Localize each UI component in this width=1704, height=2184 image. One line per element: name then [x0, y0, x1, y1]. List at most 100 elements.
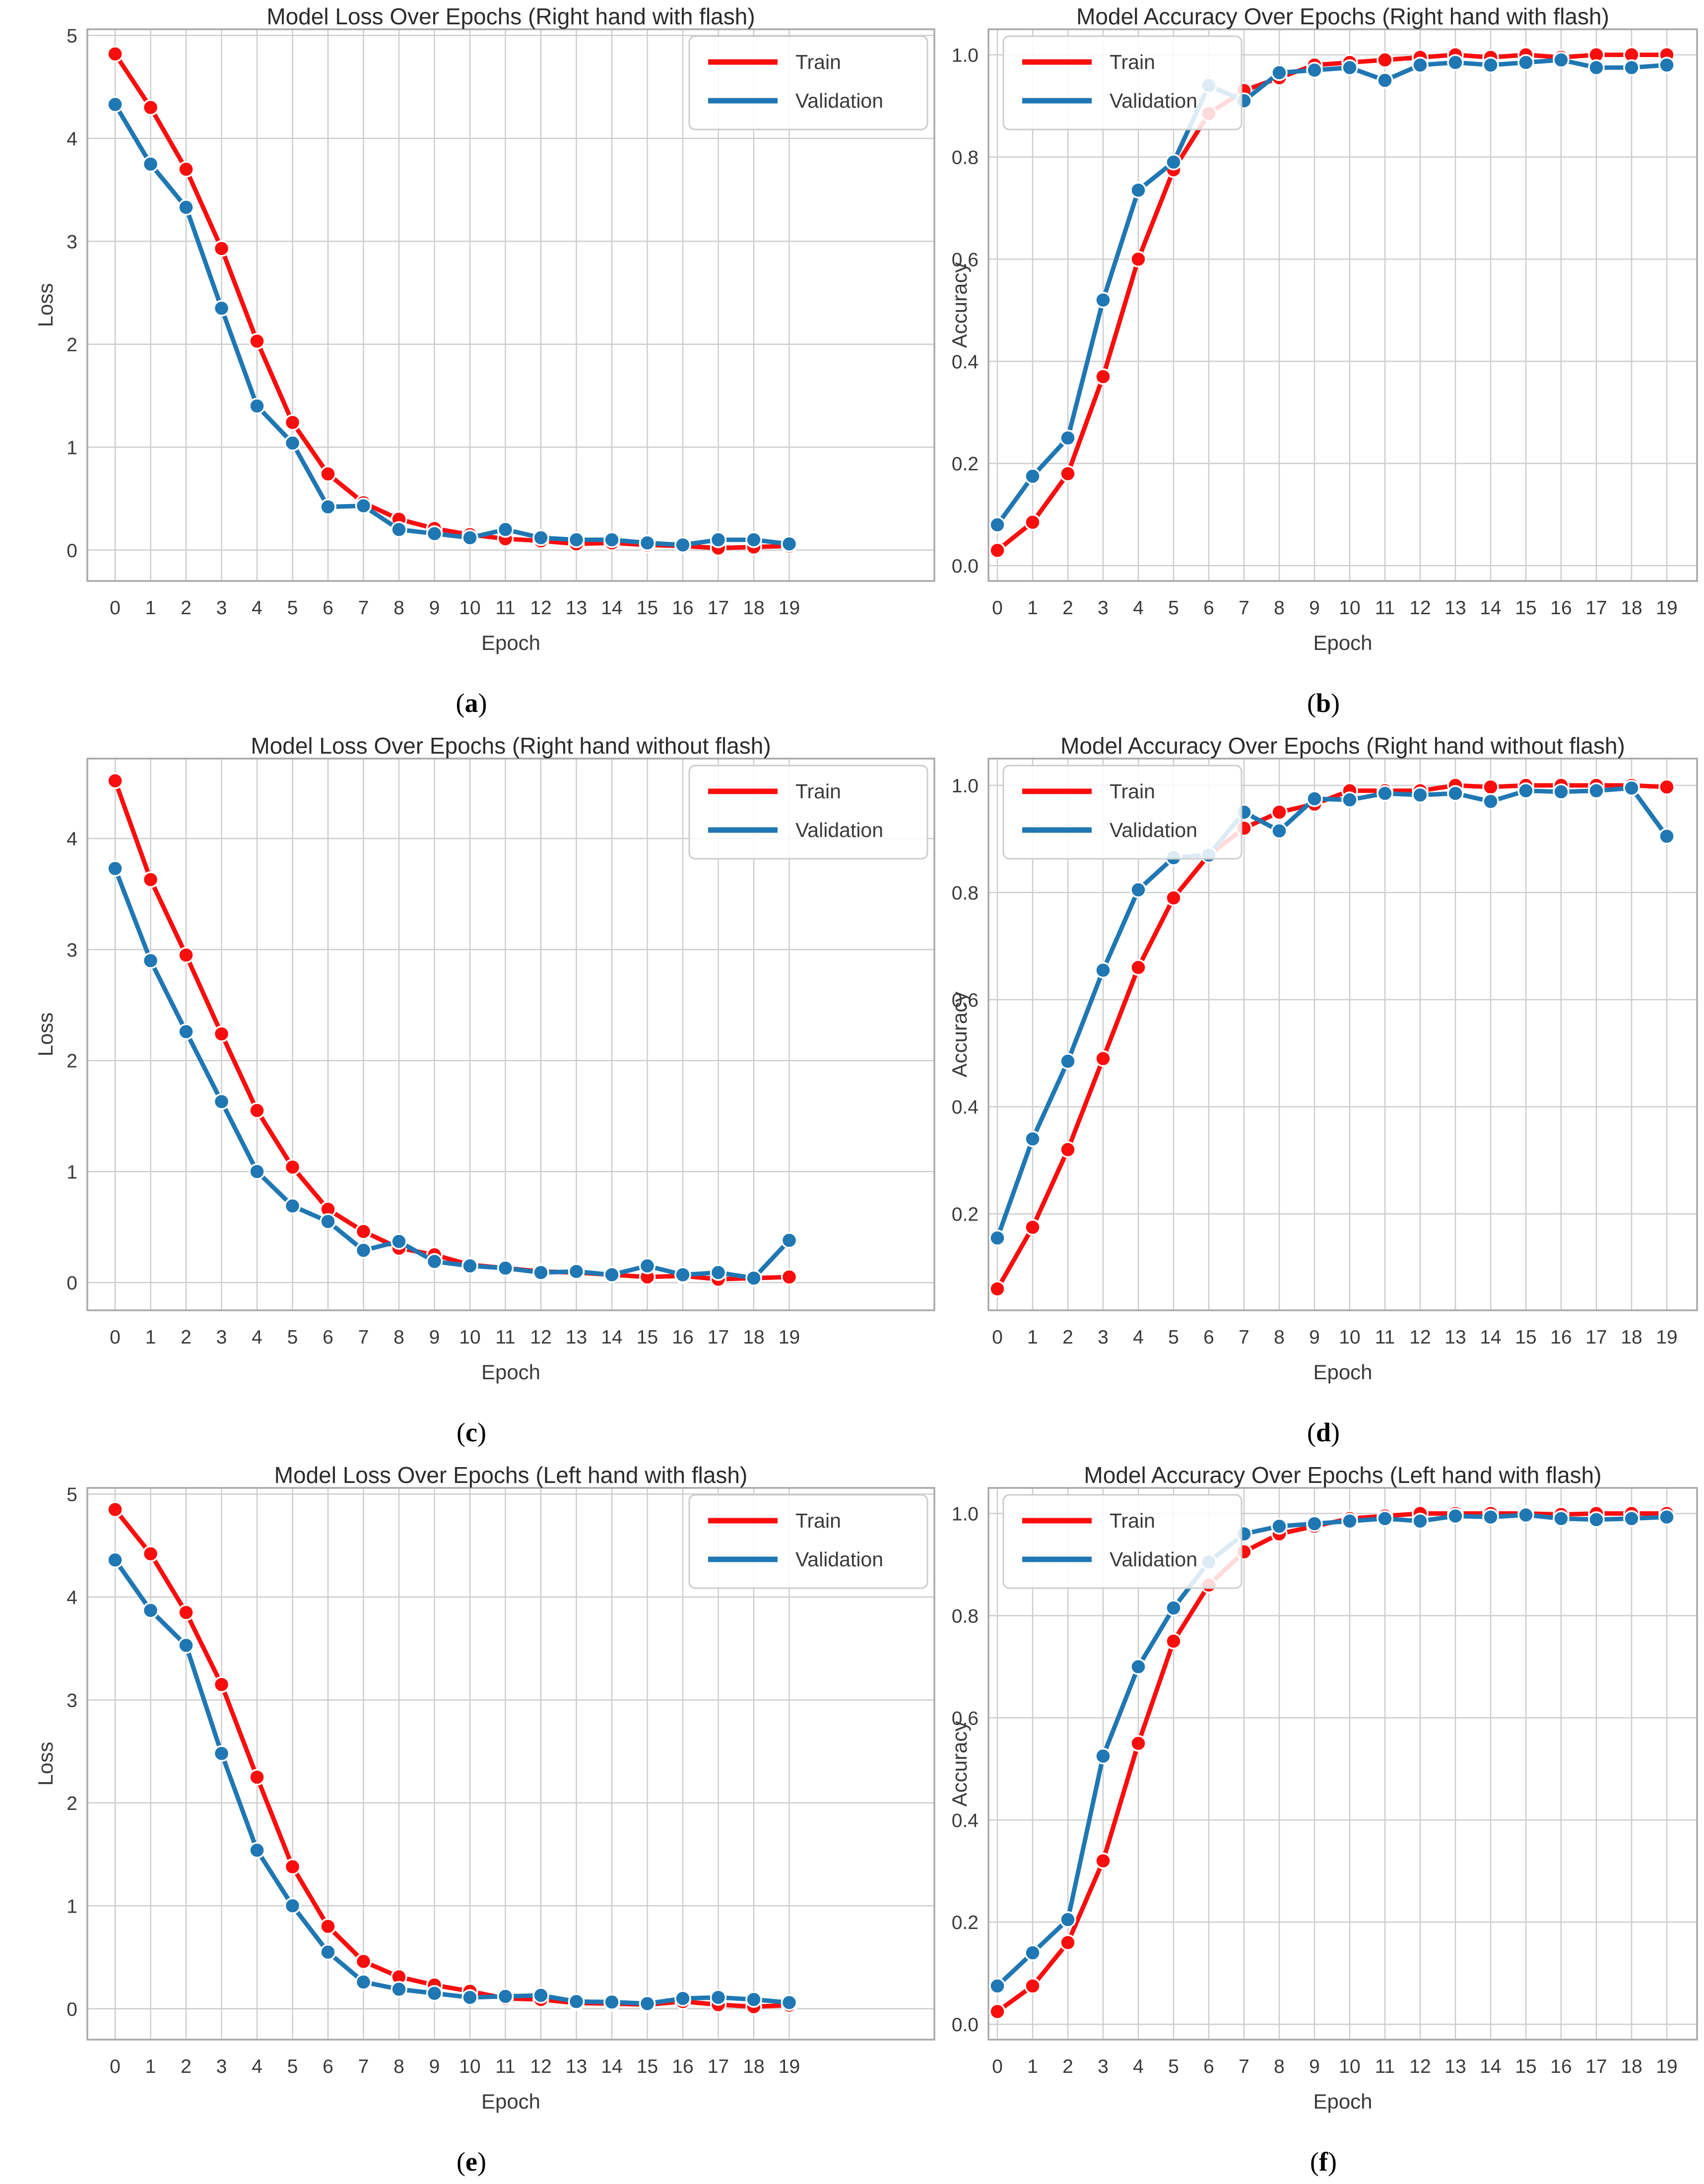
- validation-line: [113, 1557, 791, 2006]
- caption-letter: b: [1315, 688, 1331, 718]
- validation-marker: [532, 529, 549, 546]
- validation-marker: [710, 1264, 727, 1281]
- x-tick-label: 9: [429, 2056, 440, 2077]
- x-tick-label: 13: [566, 2056, 587, 2077]
- validation-marker: [781, 535, 798, 553]
- validation-marker: [284, 435, 301, 451]
- y-tick-label: 4: [66, 829, 77, 850]
- train-marker: [1059, 1141, 1076, 1158]
- train-marker: [1130, 1735, 1147, 1752]
- validation-line: [113, 102, 791, 547]
- x-tick-label: 16: [672, 1327, 693, 1348]
- validation-marker: [1271, 64, 1288, 81]
- x-tick-label: 0: [110, 597, 121, 619]
- y-tick-label: 0.8: [952, 147, 979, 168]
- train-marker: [355, 1223, 372, 1240]
- validation-marker: [142, 952, 159, 969]
- validation-marker: [355, 1242, 372, 1259]
- x-tick-label: 14: [1480, 2056, 1501, 2077]
- validation-marker: [249, 397, 265, 415]
- y-tick-label: 2: [66, 334, 77, 356]
- y-tick-label: 3: [66, 231, 77, 253]
- x-tick-label: 1: [1027, 2056, 1038, 2077]
- x-tick-label: 7: [358, 2056, 369, 2077]
- subplot-a: 0 1 2 3 4 5 6 7 8 9 10 11 12 13 14 15 16 17 18 19 0 1 2 3 4 5 Trai…: [0, 0, 943, 725]
- validation-marker: [1095, 291, 1112, 309]
- validation-marker: [107, 860, 124, 877]
- x-tick-label: 17: [1585, 1327, 1607, 1348]
- y-tick-label: 0: [66, 1273, 77, 1294]
- train-marker: [1095, 1050, 1112, 1067]
- validation-marker: [710, 531, 727, 548]
- x-tick-label: 5: [1168, 2056, 1179, 2077]
- subplot-f: 0 1 2 3 4 5 6 7 8 9 10 11 12 13 14 15 16 17 18 19 0.0 0.2 0.4 0…: [943, 1459, 1704, 2184]
- x-tick-label: 11: [1375, 597, 1395, 619]
- y-tick-label: 1.0: [952, 1503, 979, 1525]
- validation-marker: [1658, 1508, 1675, 1526]
- axes-box: [987, 28, 1698, 582]
- train-marker: [284, 1158, 301, 1176]
- y-tick-label: 4: [66, 1587, 77, 1608]
- x-tick-label: 13: [1444, 1327, 1466, 1348]
- x-axis-label: Epoch: [481, 2090, 541, 2113]
- subplot-c: 0 1 2 3 4 5 6 7 8 9 10 11 12 13 14 15 16 17 18 19 0 1 2 3 4 Train…: [0, 729, 943, 1455]
- validation-marker: [1059, 429, 1076, 447]
- caption-paren: (: [457, 1417, 466, 1447]
- y-tick-label: 3: [66, 940, 77, 961]
- validation-marker: [1588, 782, 1605, 799]
- validation-marker: [1517, 1506, 1534, 1524]
- train-marker: [1059, 465, 1076, 482]
- x-tick-label: 18: [743, 2056, 764, 2077]
- x-tick-label: 16: [1550, 597, 1572, 619]
- x-tick-label: 0: [110, 1327, 121, 1348]
- validation-marker: [178, 1023, 195, 1040]
- x-tick-label: 10: [1339, 1327, 1360, 1348]
- validation-marker: [1095, 1747, 1112, 1765]
- x-tick-label: 1: [145, 597, 156, 619]
- validation-marker: [1412, 1513, 1429, 1530]
- validation-marker: [1482, 57, 1499, 73]
- x-tick-label: 14: [601, 1327, 622, 1348]
- validation-marker: [1165, 1600, 1182, 1616]
- x-tick-label: 11: [1375, 1327, 1395, 1348]
- validation-marker: [178, 1637, 195, 1654]
- y-tick-label: 0.8: [952, 1606, 979, 1627]
- x-tick-label: 16: [672, 2056, 693, 2077]
- x-tick-label: 2: [1062, 2056, 1073, 2077]
- caption-paren: ): [478, 688, 487, 718]
- validation-marker: [1623, 1510, 1640, 1527]
- validation-marker: [1588, 59, 1605, 76]
- x-tick-label: 9: [1309, 2056, 1320, 2077]
- validation-marker: [461, 1989, 478, 2006]
- x-tick-label: 12: [530, 2056, 551, 2077]
- validation-marker: [213, 1093, 230, 1110]
- x-tick-label: 19: [779, 2056, 800, 2077]
- x-tick-label: 14: [601, 2056, 622, 2077]
- x-tick-label: 17: [1585, 597, 1607, 619]
- validation-marker: [1517, 782, 1534, 799]
- x-tick-label: 4: [252, 597, 262, 619]
- x-tick-label: 8: [393, 2056, 404, 2077]
- caption-paren: ): [477, 1417, 486, 1447]
- x-tick-label: 0: [992, 597, 1003, 619]
- x-tick-label: 1: [145, 1327, 156, 1348]
- train-marker: [989, 2003, 1006, 2020]
- x-tick-label: 11: [495, 1327, 516, 1348]
- validation-marker: [1553, 1510, 1570, 1527]
- x-axis-label: Epoch: [481, 631, 541, 654]
- x-tick-label: 19: [1656, 2056, 1677, 2077]
- validation-marker: [497, 521, 514, 538]
- chart-title: Model Loss Over Epochs (Right hand witho…: [251, 733, 771, 759]
- x-tick-label: 11: [495, 2056, 516, 2077]
- validation-marker: [1024, 1944, 1041, 1961]
- validation-marker: [1482, 793, 1499, 810]
- x-tick-label: 8: [1274, 2056, 1285, 2077]
- validation-marker: [674, 536, 691, 554]
- validation-marker: [1447, 785, 1464, 802]
- validation-marker: [745, 1270, 762, 1286]
- plot-area-c: 0 1 2 3 4 5 6 7 8 9 10 11 12 13 14 15 16 17 18 1901234Train…: [66, 758, 935, 1348]
- train-marker: [1130, 959, 1147, 976]
- validation-marker: [1130, 1658, 1147, 1675]
- train-marker: [1024, 1219, 1041, 1236]
- y-axis-label: Loss: [34, 283, 57, 327]
